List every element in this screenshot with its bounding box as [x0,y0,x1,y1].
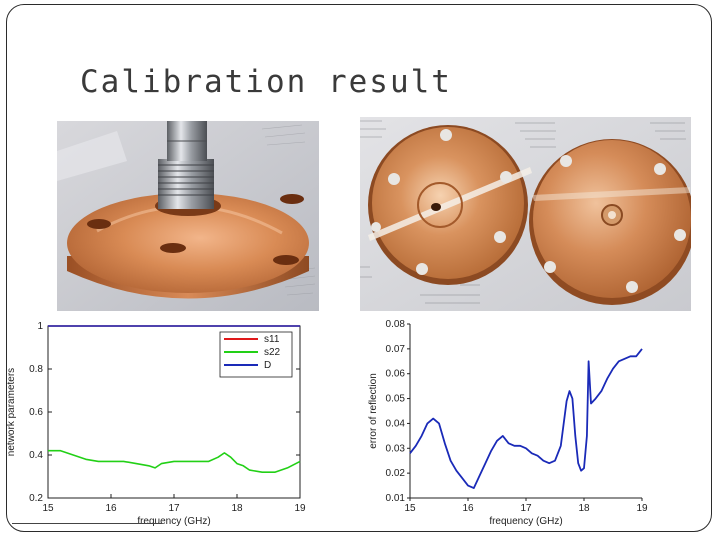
y-tick-label: 0.08 [386,319,406,330]
legend-label-d: D [264,360,271,371]
series-line-error [409,348,643,490]
x-tick-label: 19 [294,503,306,514]
reflection-error-plot: 15 16 17 18 19 0.01 0.02 0.03 0.04 0.05 0.06 0.07 0.… [368,319,648,527]
y-tick-label: 0.07 [386,344,406,355]
x-tick-label: 18 [231,503,243,514]
y-tick-label: 0.8 [29,364,43,375]
slide-frame [6,4,712,532]
series-line-s22 [48,449,301,473]
y-axis-label: network parameters [6,368,17,456]
y-axis-label: error of reflection [368,373,379,449]
y-tick-label: 0.04 [386,418,406,429]
x-tick-label: 18 [578,503,590,514]
y-tick-label: 0.05 [386,394,406,405]
x-tick-label: 17 [520,503,532,514]
network-parameters-chart: 15 16 17 18 19 0.2 0.4 0.6 0.8 1 frequency (GHz) ne… [0,312,318,534]
reflection-error-chart: 15 16 17 18 19 0.01 0.02 0.03 0.04 0.05 0.06 0.07 0.… [358,312,698,534]
x-tick-label: 15 [42,503,54,514]
y-tick-label: 0.06 [386,369,406,380]
slide-title: Calibration result [80,64,452,100]
y-tick-label: 0.03 [386,443,406,454]
y-tick-label: 0.6 [29,407,43,418]
x-tick-label: 16 [105,503,117,514]
x-tick-label: 16 [462,503,474,514]
network-parameters-plot: 15 16 17 18 19 0.2 0.4 0.6 0.8 1 frequency (GHz) ne… [6,321,306,527]
legend-label-s11: s11 [264,334,280,345]
x-tick-label: 19 [636,503,648,514]
y-tick-label: 0.02 [386,468,406,479]
x-tick-label: 17 [168,503,180,514]
photo-copper-flange [57,121,319,311]
y-tick-label: 0.4 [29,450,43,461]
footer-divider [12,523,162,524]
x-axis-label: frequency (GHz) [489,516,562,527]
legend-label-s22: s22 [264,347,281,358]
photo-copper-discs [360,117,691,311]
y-tick-label: 0.2 [29,493,43,504]
x-axis-label: frequency (GHz) [137,516,210,527]
y-tick-label: 1 [37,321,43,332]
x-tick-label: 15 [404,503,416,514]
y-tick-label: 0.01 [386,493,406,504]
